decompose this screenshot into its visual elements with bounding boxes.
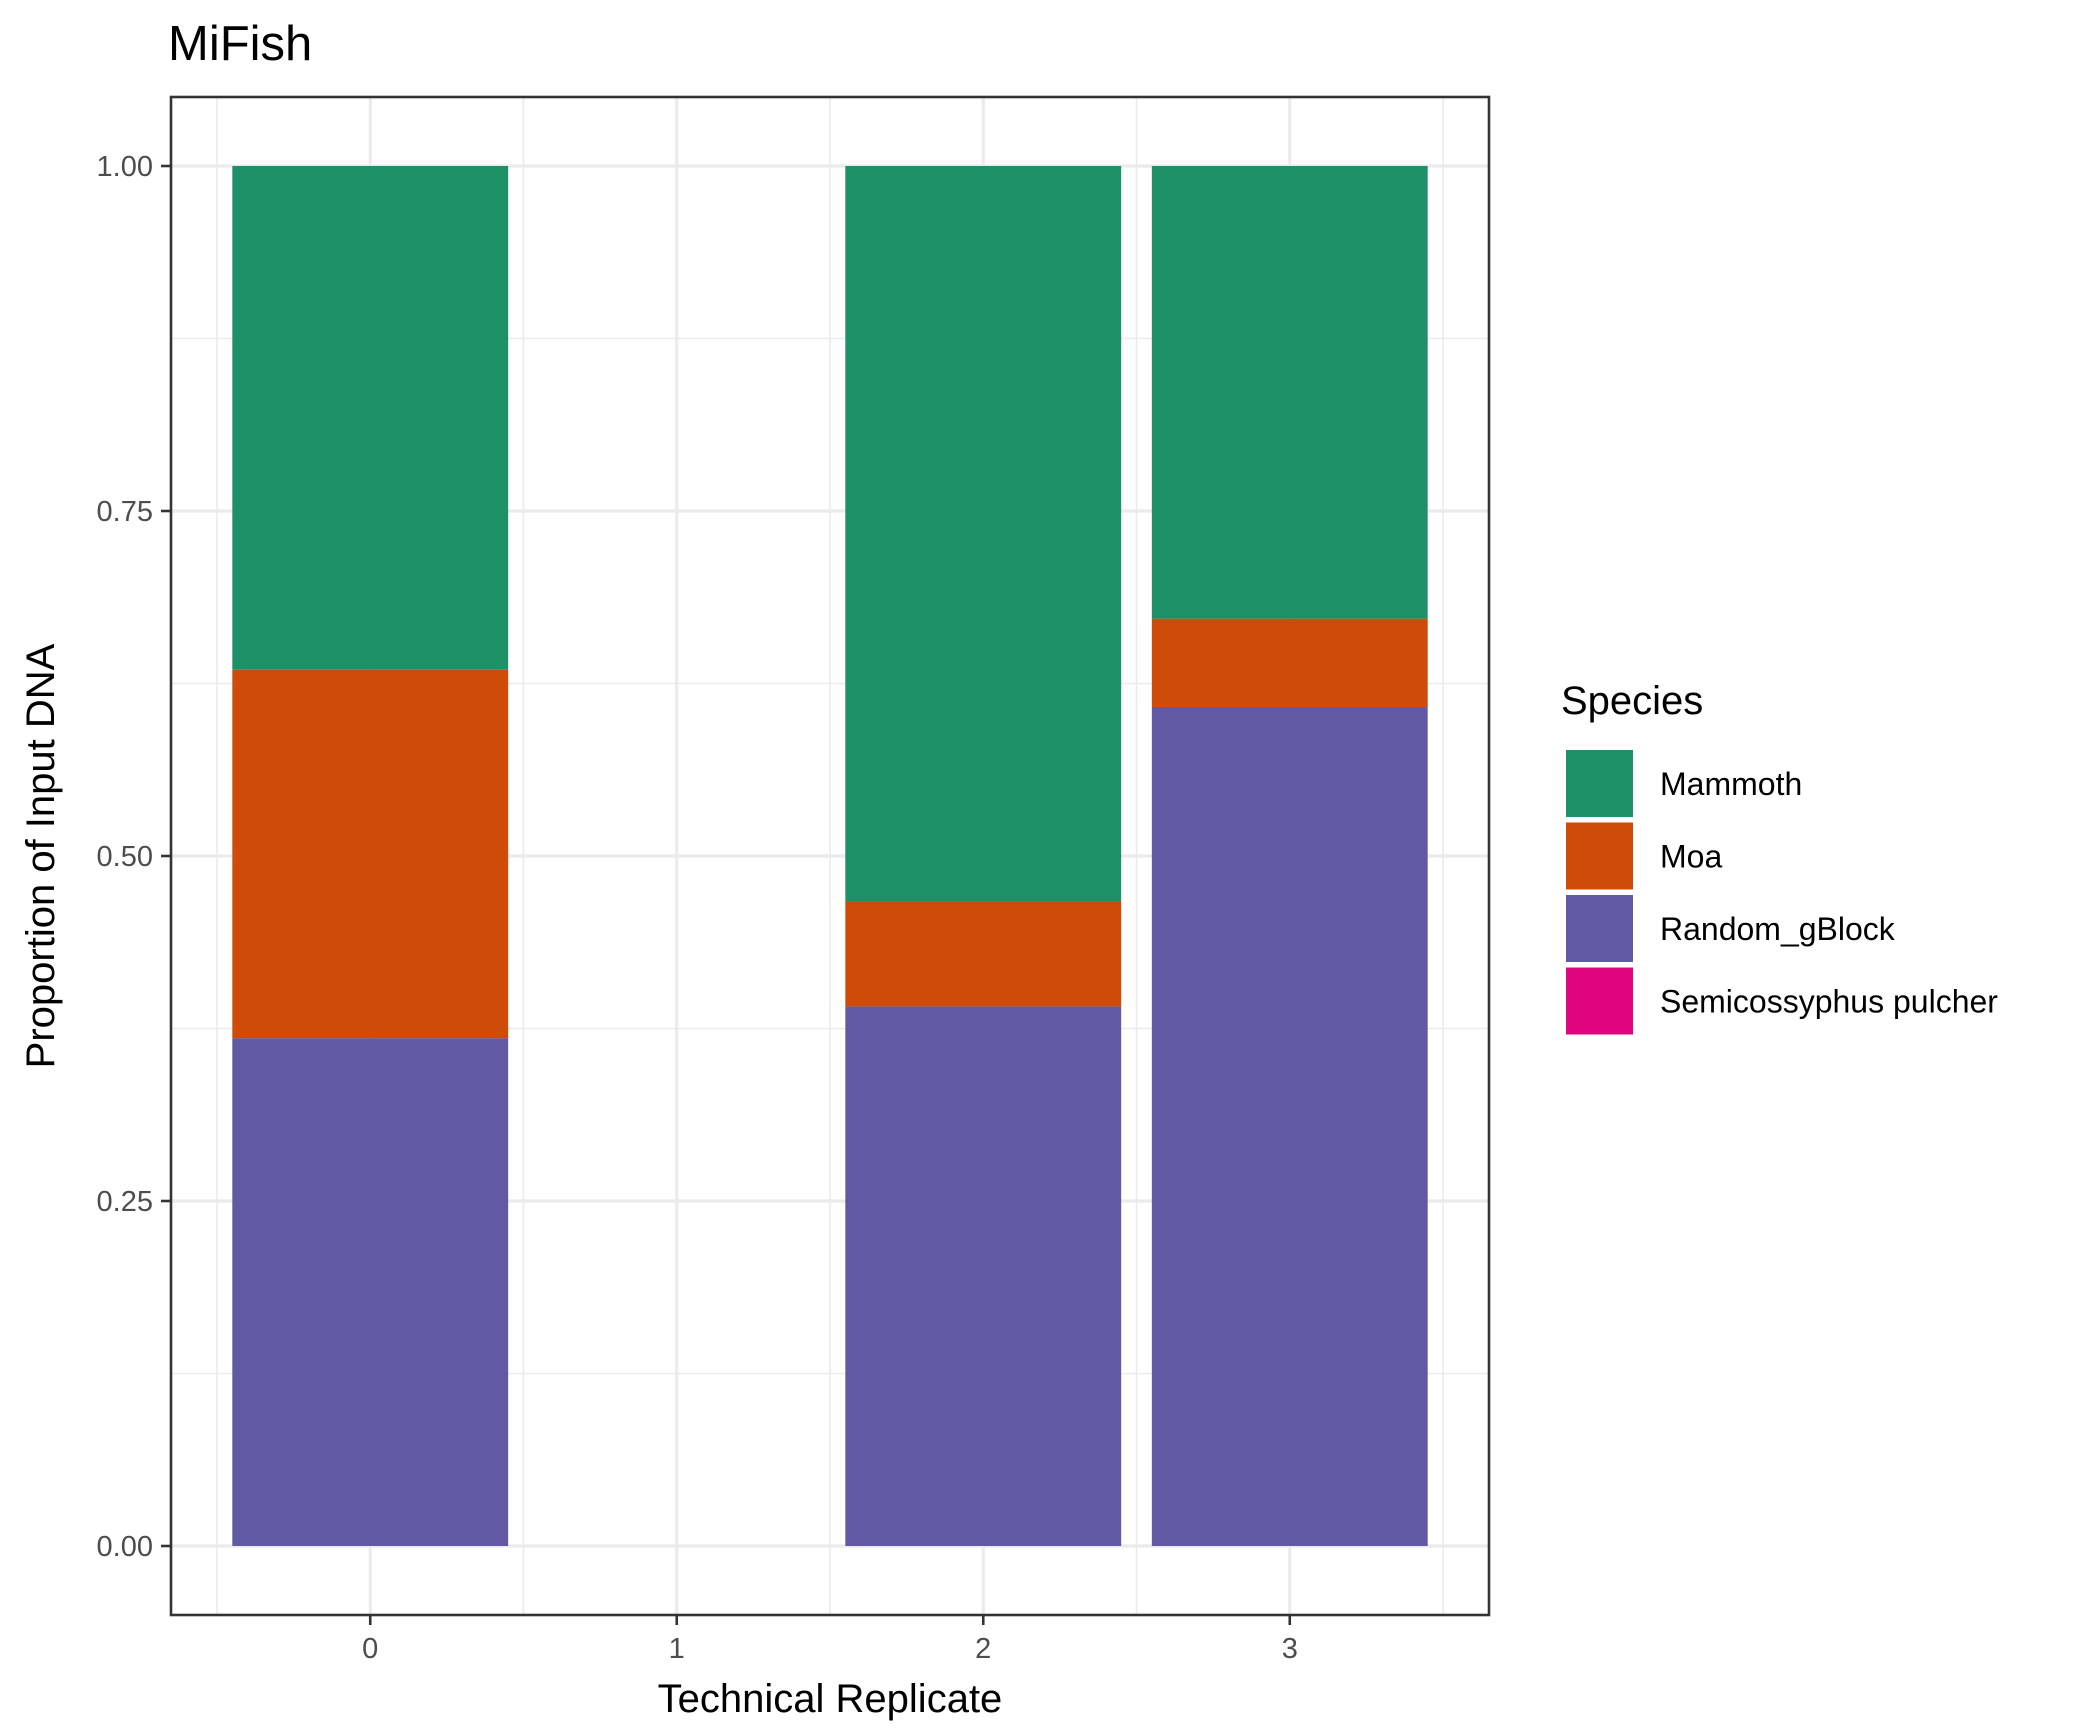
legend-label-mammoth: Mammoth [1660, 766, 1802, 802]
legend: Species Mammoth Moa Random_gBlock Semicossy… [1561, 679, 1998, 1035]
y-tick-label: 0.00 [97, 1531, 153, 1563]
legend-key-semicossyphus-pulcher [1566, 967, 1633, 1035]
y-axis-title: Proportion of Input DNA [19, 643, 63, 1068]
chart-title: MiFish [168, 17, 312, 71]
y-tick-label: 1.00 [97, 151, 153, 183]
x-tick-label: 2 [975, 1633, 991, 1665]
bar-mammoth-rep-3 [1151, 166, 1428, 619]
x-tick-label: 0 [362, 1633, 378, 1665]
bar-moa-rep-3 [1151, 618, 1428, 707]
legend-key-random-gblock [1566, 895, 1633, 962]
legend-key-mammoth [1566, 750, 1633, 817]
y-axis: 0.00 0.25 0.50 0.75 1.00 [97, 151, 171, 1563]
y-tick-label: 0.25 [97, 1186, 153, 1218]
legend-label-random-gblock: Random_gBlock [1660, 911, 1896, 947]
bar-mammoth-rep-2 [845, 166, 1122, 902]
legend-label-moa: Moa [1660, 839, 1722, 875]
legend-key-moa [1566, 822, 1633, 890]
x-tick-label: 3 [1282, 1633, 1298, 1665]
x-tick-label: 1 [669, 1633, 685, 1665]
legend-title: Species [1561, 679, 1703, 723]
plot-panel [169, 95, 1491, 1617]
bar-random-gblock-rep-0 [232, 1038, 509, 1546]
bars [232, 166, 1428, 1546]
bar-random-gblock-rep-2 [845, 1006, 1122, 1546]
x-axis: 0 1 2 3 [362, 1615, 1298, 1665]
bar-moa-rep-2 [845, 901, 1122, 1007]
x-axis-title: Technical Replicate [658, 1677, 1003, 1721]
y-tick-label: 0.50 [97, 841, 153, 873]
bar-mammoth-rep-0 [232, 166, 509, 670]
legend-label-semicossyphus-pulcher: Semicossyphus pulcher [1660, 984, 1998, 1020]
y-tick-label: 0.75 [97, 496, 153, 528]
bar-moa-rep-0 [232, 669, 509, 1039]
bar-random-gblock-rep-3 [1151, 706, 1428, 1546]
